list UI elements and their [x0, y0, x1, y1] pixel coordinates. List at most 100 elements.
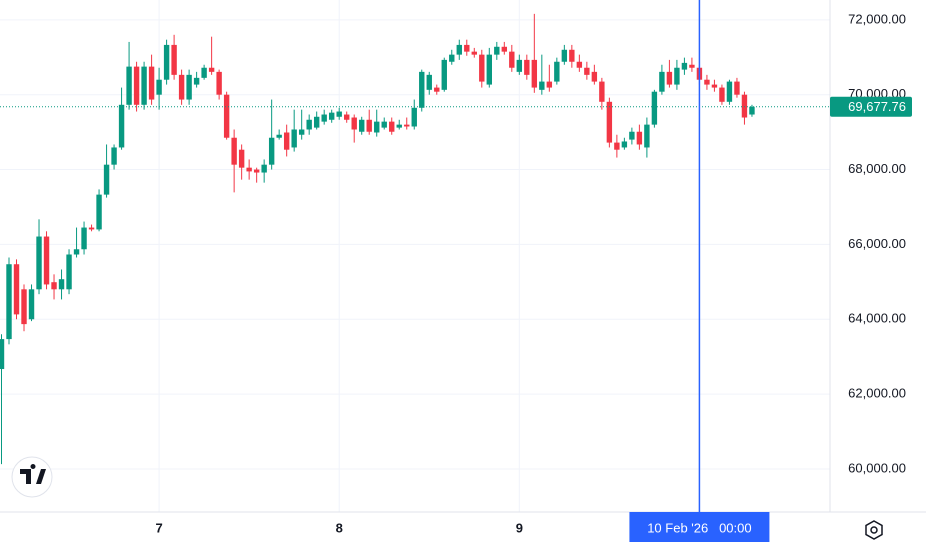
candle-body — [629, 131, 635, 140]
candle-body — [546, 81, 553, 88]
candle-body — [216, 71, 222, 95]
candle-body — [141, 66, 147, 105]
candle-body — [531, 59, 538, 88]
candle-body — [51, 282, 57, 290]
candle-body — [359, 119, 365, 132]
candle-body — [291, 129, 297, 148]
candle-body — [666, 71, 673, 85]
last-price-tag — [830, 96, 912, 117]
candle-body — [261, 164, 267, 173]
candle-body — [156, 79, 162, 95]
candle-body — [306, 119, 312, 130]
candle-body — [636, 131, 643, 145]
candle-body — [58, 279, 65, 290]
y-tick-label: 72,000.00 — [848, 11, 906, 26]
candle-body — [659, 71, 665, 92]
candle-body — [381, 121, 387, 128]
candle-body — [591, 71, 598, 82]
candle-body — [336, 111, 342, 117]
candle-body — [201, 67, 207, 78]
candle-body — [404, 124, 410, 127]
candle-body — [351, 117, 357, 130]
candle-body — [599, 81, 605, 102]
candle-body — [614, 142, 620, 150]
candle-body — [501, 46, 508, 52]
candle-body — [719, 87, 725, 102]
candle-body — [283, 132, 290, 150]
last-price-label: 69,677.76 — [848, 99, 906, 114]
candle-body — [441, 59, 447, 90]
candle-body — [509, 51, 515, 68]
candle-body — [36, 236, 42, 290]
candle-body — [539, 81, 545, 90]
candle-body — [584, 67, 590, 75]
candle-body — [456, 44, 462, 55]
candle-body — [554, 61, 560, 82]
x-tick-label: 7 — [155, 520, 162, 535]
candle-body — [741, 94, 748, 118]
candle-body — [193, 77, 200, 85]
candle-body — [88, 227, 95, 230]
candle-body — [246, 167, 252, 172]
candle-body — [486, 54, 492, 85]
candle-body — [689, 64, 695, 68]
candle-body — [133, 66, 140, 105]
candle-body — [494, 46, 500, 55]
crosshair-label: 10 Feb '26 00:00 — [647, 520, 751, 535]
candle-body — [231, 137, 237, 165]
candle-body — [81, 227, 87, 250]
candle-body — [411, 107, 417, 127]
axes: 60,000.00 62,000.00 64,000.00 66,000.00 68,0… — [0, 0, 912, 542]
candle-body — [268, 137, 275, 165]
candle-body — [621, 141, 628, 148]
candle-body — [118, 104, 125, 148]
candle-body — [253, 169, 260, 173]
candle-body — [96, 194, 102, 230]
candle-body — [479, 54, 485, 82]
candle-body — [163, 44, 170, 80]
candle-body — [208, 67, 215, 72]
candle-body — [471, 51, 477, 55]
candle-body — [749, 106, 755, 115]
candle-body — [374, 121, 380, 133]
candle-body — [389, 121, 395, 132]
candle-body — [66, 254, 72, 290]
candle-body — [298, 129, 305, 135]
candle-body — [276, 134, 282, 138]
settings-icon[interactable] — [865, 520, 883, 540]
candle-body — [73, 249, 80, 255]
candle-body — [434, 87, 440, 92]
x-tick-label: 8 — [336, 520, 343, 535]
candle-body — [321, 114, 327, 122]
candle-body — [148, 66, 155, 100]
candle-body — [103, 164, 110, 195]
candle-body — [419, 71, 425, 108]
candle-body — [726, 81, 733, 102]
candle-body — [171, 44, 177, 75]
y-tick-label: 60,000.00 — [848, 460, 906, 475]
candle-body — [178, 74, 185, 100]
candle-body — [344, 114, 350, 120]
candle-body — [28, 289, 35, 320]
logo — [11, 456, 53, 498]
candle-body — [464, 44, 470, 52]
candle-body — [651, 91, 658, 125]
candle-body — [223, 94, 230, 138]
candle-body — [111, 147, 117, 165]
candle-body — [43, 236, 50, 285]
candle-body — [126, 66, 132, 105]
candle-body — [426, 74, 432, 90]
candle-body — [366, 119, 372, 132]
candle-body — [449, 54, 455, 62]
candle-body — [704, 79, 710, 85]
candle-body — [516, 59, 523, 72]
candle-body — [569, 49, 575, 62]
candle-body — [238, 149, 245, 168]
crosshair-tag — [629, 512, 770, 542]
candle-body — [21, 289, 27, 325]
candle-body — [734, 81, 740, 95]
candle-body — [674, 67, 680, 85]
y-tick-label: 64,000.00 — [848, 311, 906, 326]
